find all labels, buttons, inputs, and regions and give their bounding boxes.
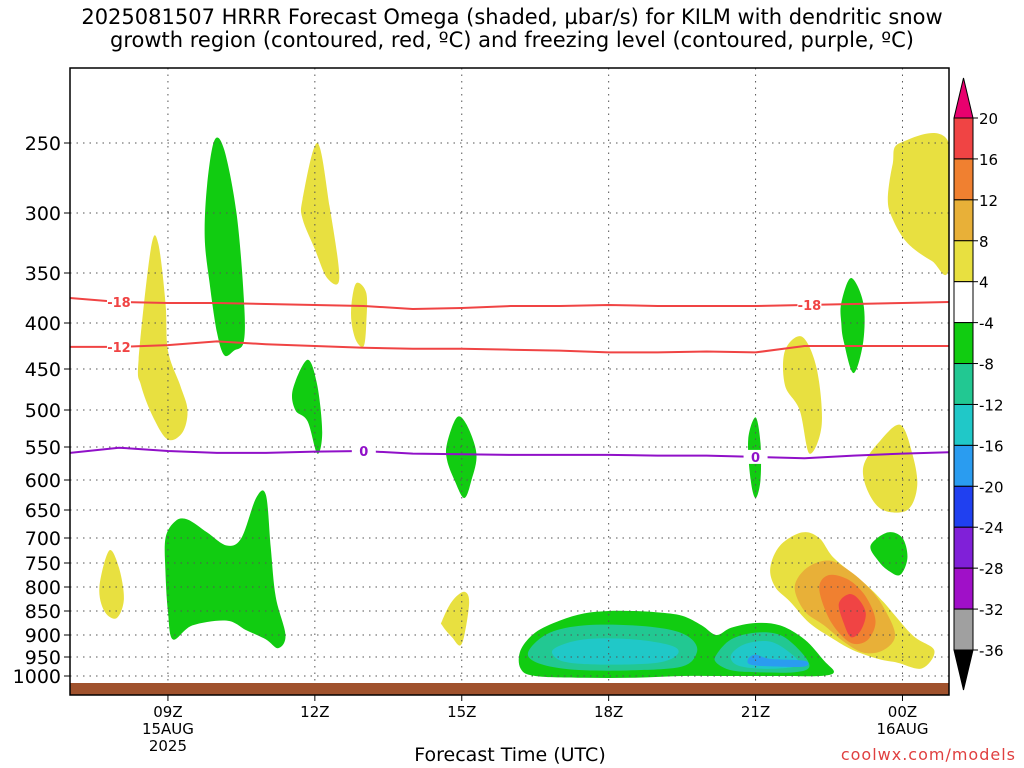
colorbar-box-2 bbox=[953, 199, 974, 242]
contour-label--18: -18 bbox=[107, 296, 131, 311]
y-tick-label-850: 850 bbox=[25, 601, 61, 623]
chart-title-line-1: 2025081507 HRRR Forecast Omega (shaded, … bbox=[81, 5, 943, 29]
contour-label-bg bbox=[797, 297, 822, 312]
contour-label-0: 0 bbox=[751, 451, 760, 466]
colorbar-label: 4 bbox=[979, 274, 989, 292]
omega-region-5 bbox=[351, 282, 368, 348]
colorbar-bottom-arrow bbox=[953, 649, 974, 691]
chart-title: 2025081507 HRRR Forecast Omega (shaded, … bbox=[0, 6, 1024, 52]
omega-region-3 bbox=[164, 490, 286, 649]
x-tick-label-18Z: 18Z bbox=[594, 703, 623, 721]
omega-region-11 bbox=[551, 638, 679, 665]
colorbar-label: -32 bbox=[979, 601, 1004, 619]
colorbar-top-arrow bbox=[953, 77, 974, 119]
omega-region-1 bbox=[137, 235, 188, 441]
x-tick-label-16AUG: 16AUG bbox=[877, 720, 929, 738]
colorbar-label: -8 bbox=[979, 356, 994, 374]
contour-label-bg bbox=[743, 449, 768, 464]
y-axis: 2503003504004505005506006507007508008509… bbox=[13, 133, 70, 688]
colorbar-label: -36 bbox=[979, 642, 1004, 660]
colorbar-label: -24 bbox=[979, 519, 1004, 537]
grid bbox=[70, 68, 949, 695]
x-tick-label-2025: 2025 bbox=[149, 737, 187, 755]
colorbar-box-6 bbox=[953, 363, 974, 405]
y-tick-label-800: 800 bbox=[25, 577, 61, 599]
y-tick-label-700: 700 bbox=[25, 528, 61, 550]
colorbar-box-10 bbox=[953, 526, 974, 569]
y-tick-label-650: 650 bbox=[25, 500, 61, 522]
colorbar-label: 12 bbox=[979, 192, 998, 210]
x-tick-label-15AUG: 15AUG bbox=[142, 720, 194, 738]
omega-region-6 bbox=[291, 359, 323, 454]
colorbar-box-4 bbox=[953, 281, 974, 324]
colorbar-box-0 bbox=[953, 117, 974, 160]
contour-label-bg bbox=[106, 295, 131, 309]
colorbar-label: 20 bbox=[979, 110, 998, 128]
contour-label--18: -18 bbox=[798, 299, 822, 314]
colorbar-box-12 bbox=[953, 608, 974, 651]
credit-text: coolwx.com/models bbox=[840, 745, 1016, 764]
contour-line-0 bbox=[70, 446, 949, 460]
omega-region-16 bbox=[782, 336, 822, 454]
colorbar-label: -12 bbox=[979, 396, 1004, 414]
colorbar-label: 8 bbox=[979, 233, 989, 251]
omega-region-14 bbox=[747, 654, 809, 668]
y-tick-label-750: 750 bbox=[25, 553, 61, 575]
colorbar-label: -28 bbox=[979, 560, 1004, 578]
omega-region-4 bbox=[300, 142, 340, 285]
y-tick-label-900: 900 bbox=[25, 625, 61, 647]
y-tick-label-950: 950 bbox=[25, 647, 61, 669]
x-axis-label: Forecast Time (UTC) bbox=[414, 744, 606, 766]
x-tick-label-15Z: 15Z bbox=[447, 703, 476, 721]
contour-lines: -18 -18 -12 0 0 bbox=[70, 295, 949, 466]
colorbar-box-7 bbox=[953, 403, 974, 446]
colorbar-box-3 bbox=[953, 240, 974, 283]
y-tick-label-550: 550 bbox=[25, 437, 61, 459]
chart-title-line-2: growth region (contoured, red, ºC) and f… bbox=[110, 28, 914, 52]
colorbar-box-11 bbox=[953, 567, 974, 610]
omega-region-22 bbox=[862, 424, 918, 513]
x-tick-label-21Z: 21Z bbox=[741, 703, 770, 721]
colorbar-box-1 bbox=[953, 158, 974, 201]
omega-region-24 bbox=[887, 133, 949, 275]
contour-label-0: 0 bbox=[359, 445, 368, 460]
y-tick-label-600: 600 bbox=[25, 470, 61, 492]
omega-region-23 bbox=[870, 532, 908, 576]
omega-region-7 bbox=[445, 416, 477, 498]
y-tick-label-350: 350 bbox=[25, 263, 61, 285]
colorbar-label: -4 bbox=[979, 315, 994, 333]
colorbar-label: -16 bbox=[979, 437, 1004, 455]
y-tick-label-1000: 1000 bbox=[13, 666, 61, 688]
contour-line--12 bbox=[70, 340, 949, 354]
y-tick-label-450: 450 bbox=[25, 359, 61, 381]
omega-shading bbox=[99, 133, 949, 678]
x-tick-label-12Z: 12Z bbox=[300, 703, 329, 721]
y-tick-label-300: 300 bbox=[25, 203, 61, 225]
y-tick-label-400: 400 bbox=[25, 313, 61, 335]
omega-region-8 bbox=[440, 591, 470, 646]
colorbar-label: 16 bbox=[979, 151, 998, 169]
omega-region-17 bbox=[840, 278, 865, 374]
colorbar-box-5 bbox=[953, 322, 974, 365]
ground bbox=[70, 683, 949, 695]
ground-fill bbox=[70, 683, 949, 695]
contour-label--12: -12 bbox=[107, 341, 131, 356]
y-tick-label-250: 250 bbox=[25, 133, 61, 155]
contour-label-bg bbox=[351, 443, 376, 458]
colorbar-label: -20 bbox=[979, 478, 1004, 496]
contour-label-bg bbox=[106, 339, 131, 354]
colorbar-box-8 bbox=[953, 444, 974, 487]
x-tick-label-09Z: 09Z bbox=[153, 703, 182, 721]
omega-region-0 bbox=[99, 549, 124, 619]
x-tick-label-00Z: 00Z bbox=[888, 703, 917, 721]
omega-region-21 bbox=[838, 594, 866, 638]
y-tick-label-500: 500 bbox=[25, 400, 61, 422]
omega-region-2 bbox=[204, 137, 245, 357]
colorbar-box-9 bbox=[953, 485, 974, 528]
plot-frame bbox=[69, 67, 950, 696]
colorbar: 20 16 12 8 4 -4 -8 -12 -16 -20 -24 -28 -32 -36 bbox=[953, 77, 1004, 691]
